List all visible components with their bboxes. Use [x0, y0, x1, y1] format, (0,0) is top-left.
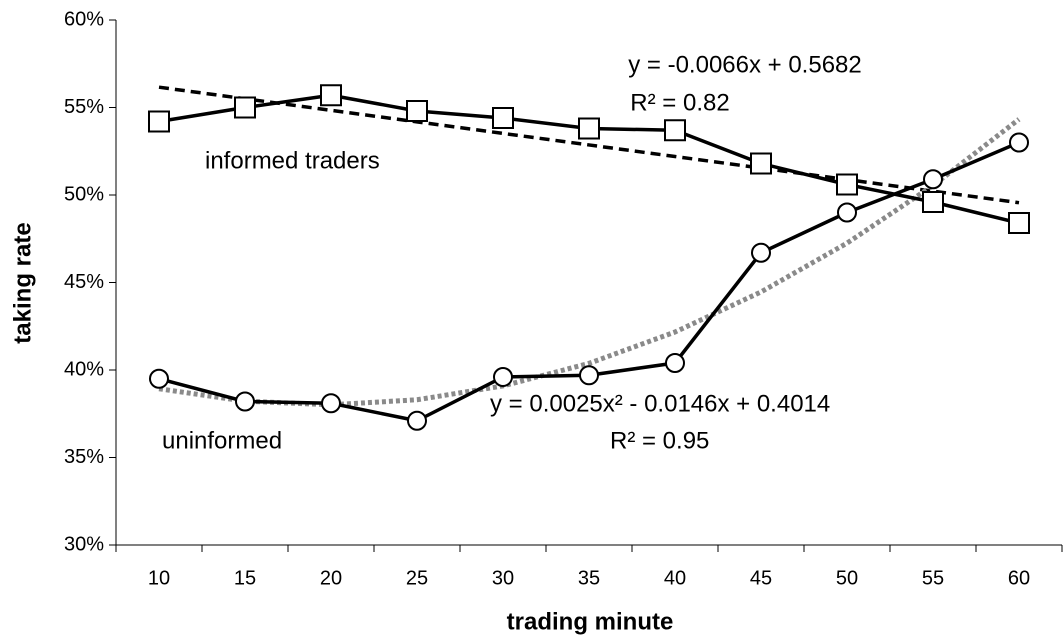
x-tick-label: 45 — [750, 567, 772, 589]
marker — [493, 367, 513, 387]
x-tick-label: 60 — [1008, 567, 1030, 589]
marker — [234, 96, 256, 119]
marker — [320, 84, 342, 107]
marker — [406, 100, 428, 122]
x-tick-label: 40 — [664, 567, 686, 589]
annotation: uninformed — [162, 427, 282, 454]
annotation: informed traders — [205, 147, 380, 174]
marker — [1009, 132, 1029, 153]
marker — [922, 191, 944, 213]
marker — [148, 110, 170, 133]
annotation: y = -0.0066x + 0.5682 — [628, 51, 862, 78]
marker — [750, 152, 772, 175]
y-tick-label: 50% — [64, 183, 104, 205]
marker — [407, 410, 427, 431]
x-axis-title: trading minute — [507, 608, 674, 635]
marker — [235, 391, 255, 412]
y-tick-label: 60% — [64, 8, 104, 30]
annotation: R² = 0.95 — [610, 427, 709, 454]
y-tick-label: 55% — [64, 96, 104, 118]
y-tick-label: 40% — [64, 358, 104, 380]
annotation: y = 0.0025x² - 0.0146x + 0.4014 — [490, 390, 830, 417]
marker — [751, 242, 771, 263]
marker — [578, 117, 600, 140]
marker — [664, 119, 686, 142]
marker — [579, 365, 599, 386]
x-tick-label: 35 — [578, 567, 600, 589]
y-axis-title: taking rate — [9, 222, 36, 343]
marker — [492, 107, 514, 129]
marker — [665, 353, 685, 373]
marker — [836, 173, 858, 196]
x-tick-label: 20 — [320, 567, 342, 589]
y-tick-label: 30% — [64, 533, 104, 555]
trendline — [158, 85, 1020, 205]
x-tick-label: 15 — [234, 567, 256, 589]
marker — [923, 169, 943, 190]
x-tick-label: 55 — [922, 567, 944, 589]
marker — [837, 202, 857, 223]
y-tick-label: 35% — [64, 446, 104, 468]
y-tick-label: 45% — [64, 271, 104, 293]
x-tick-label: 10 — [148, 567, 170, 589]
x-tick-label: 25 — [406, 567, 428, 589]
x-tick-label: 50 — [836, 567, 858, 589]
marker — [149, 368, 169, 389]
trendline — [158, 117, 1021, 408]
marker — [1008, 212, 1030, 234]
x-tick-label: 30 — [492, 567, 514, 589]
annotation: R² = 0.82 — [630, 89, 729, 116]
marker — [321, 393, 341, 414]
